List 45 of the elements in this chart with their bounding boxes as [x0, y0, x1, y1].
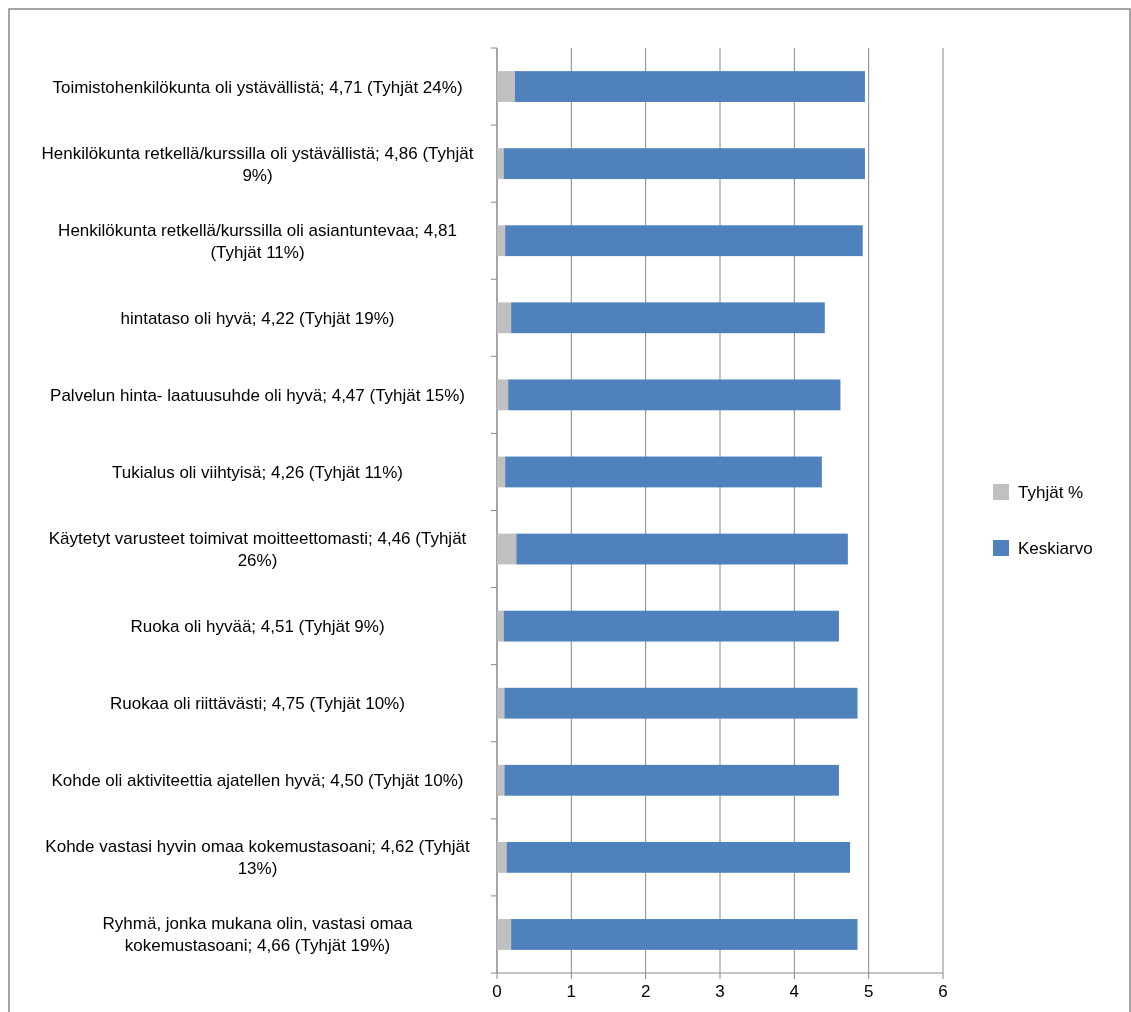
bar — [508, 379, 841, 411]
x-tick-label: 2 — [640, 982, 651, 1001]
bar — [497, 456, 506, 488]
bar — [511, 302, 825, 334]
bar — [497, 919, 512, 950]
bar — [497, 148, 504, 180]
y-tick-label: Kohde oli aktiviteettia ajatellen hyvä; 4,50 (Tyhjät 10%) — [51, 771, 464, 791]
bar — [497, 302, 512, 334]
y-tick-label: Henkilökunta retkellä/kurssilla oli ystävällistä; 4,86 (Tyhjät 9%) — [41, 143, 474, 185]
bar — [505, 456, 822, 488]
bar — [497, 841, 507, 873]
legend-label: Keskiarvo — [1018, 539, 1093, 558]
y-tick-label: Ryhmä, jonka mukana olin, vastasi omaa kokemustasoani; 4,66 (Tyhjät 19%) — [102, 914, 413, 956]
y-tick-label: Kohde vastasi hyvin omaa kokemustasoani; 4,62 (Tyhjät 13%) — [45, 837, 470, 879]
bar — [497, 71, 515, 102]
x-tick-label: 0 — [492, 982, 502, 1001]
bar — [506, 841, 851, 873]
y-tick-label: Tukialus oli viihtyisä; 4,26 (Tyhjät 11%) — [111, 462, 404, 482]
bar — [497, 610, 504, 642]
y-tick-label: Palvelun hinta- laatuusuhde oli hyvä; 4,47 (Tyhjät 15%) — [50, 385, 465, 405]
x-tick-label: 4 — [789, 982, 800, 1001]
bar — [514, 71, 865, 102]
bar — [497, 764, 505, 796]
x-tick-label: 3 — [715, 982, 725, 1001]
bar — [504, 764, 839, 796]
y-tick-label: Ruokaa oli riittävästi; 4,75 (Tyhjät 10%) — [110, 694, 405, 714]
bar — [516, 533, 848, 565]
y-tick-label: Käytetyt varusteet toimivat moitteettomasti; 4,46 (Tyhjät 26%) — [48, 529, 467, 571]
y-tick-label: Ruoka oli hyvää; 4,51 (Tyhjät 9%) — [130, 617, 385, 637]
x-tick-label: 6 — [938, 982, 948, 1001]
bar — [497, 533, 517, 565]
bar — [505, 225, 863, 257]
legend-label: Tyhjät % — [1018, 483, 1084, 502]
y-tick-label: Toimistohenkilökunta oli ystävällistä; 4,71 (Tyhjät 24%) — [52, 77, 463, 97]
bar — [497, 687, 505, 719]
x-tick-label: 1 — [566, 982, 577, 1001]
y-tick-label: hintataso oli hyvä; 4,22 (Tyhjät 19%) — [120, 308, 395, 328]
bar — [503, 610, 839, 642]
bar — [497, 379, 509, 411]
bar — [504, 687, 858, 719]
y-tick-label: Henkilökunta retkellä/kurssilla oli asiantuntevaa; 4,81 (Tyhjät 11%) — [58, 220, 457, 262]
bar — [511, 919, 858, 950]
x-tick-label: 5 — [863, 982, 874, 1001]
bar — [503, 148, 865, 180]
bar — [497, 225, 506, 257]
